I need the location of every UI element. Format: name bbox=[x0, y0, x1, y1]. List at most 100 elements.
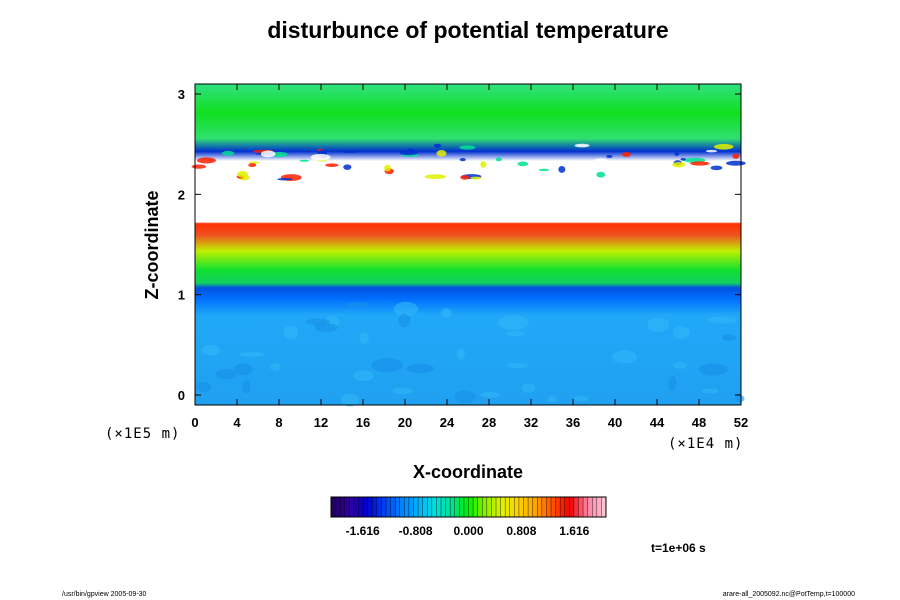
plot-frame bbox=[194, 83, 742, 406]
turbulence-streak bbox=[221, 150, 235, 156]
x-tick-label: 20 bbox=[398, 415, 412, 430]
turbulence-streak bbox=[480, 161, 487, 168]
field-background bbox=[195, 84, 741, 405]
colorbar-cell bbox=[573, 497, 579, 517]
colorbar-cell bbox=[564, 497, 570, 517]
x-tick-label: 32 bbox=[524, 415, 538, 430]
colorbar-cell bbox=[376, 497, 382, 517]
eddy bbox=[548, 396, 557, 403]
y-scale-label: (×1E5 m) bbox=[105, 426, 180, 442]
colorbar-cell bbox=[431, 497, 437, 517]
eddy bbox=[283, 325, 299, 340]
eddy bbox=[216, 369, 236, 380]
eddy bbox=[456, 348, 466, 360]
turbulence-streak bbox=[495, 157, 502, 162]
colorbar-cell bbox=[578, 497, 584, 517]
eddy bbox=[497, 315, 529, 331]
colorbar-cell bbox=[404, 497, 410, 517]
colorbar-cell bbox=[583, 497, 588, 517]
eddy bbox=[701, 388, 719, 394]
turbulence-streak bbox=[459, 157, 466, 162]
colorbar-cell bbox=[477, 497, 483, 517]
turbulence-streak bbox=[713, 143, 734, 150]
colorbar-cell bbox=[390, 497, 396, 517]
turbulence-streak bbox=[596, 171, 606, 178]
colorbar-cell bbox=[587, 497, 593, 517]
turbulence-streak bbox=[558, 165, 566, 173]
turbulence-streak bbox=[606, 154, 613, 158]
eddy bbox=[668, 376, 677, 391]
turbulence-streak bbox=[325, 163, 339, 168]
turbulence-streak bbox=[460, 175, 470, 180]
eddy bbox=[371, 358, 403, 373]
colorbar-cell bbox=[381, 497, 387, 517]
y-tick-label: 2 bbox=[178, 187, 185, 202]
eddy bbox=[505, 331, 526, 337]
turbulence-streak bbox=[690, 161, 710, 166]
field-bands bbox=[191, 143, 746, 407]
colorbar-cell bbox=[399, 497, 405, 517]
turbulence-streak bbox=[710, 165, 723, 171]
eddy bbox=[673, 361, 687, 369]
eddy bbox=[480, 391, 500, 398]
colorbar-tick-label: 0.808 bbox=[506, 524, 536, 538]
eddy bbox=[647, 317, 670, 333]
eddy bbox=[238, 352, 265, 357]
turbulence-streak bbox=[407, 148, 415, 153]
time-label: t=1e+06 s bbox=[651, 541, 706, 555]
x-tick-label: 16 bbox=[356, 415, 370, 430]
turbulence-streak bbox=[248, 163, 257, 168]
turbulence-streak bbox=[594, 158, 608, 164]
turbulence-streak bbox=[399, 150, 418, 156]
turbulence-streak bbox=[621, 151, 631, 157]
x-axis-label: X-coordinate bbox=[413, 462, 523, 482]
eddy bbox=[441, 308, 452, 319]
colorbar-cell bbox=[546, 497, 552, 517]
colorbar-cell bbox=[335, 497, 341, 517]
x-scale-label: (×1E4 m) bbox=[668, 436, 743, 452]
eddy bbox=[340, 393, 360, 407]
turbulence-streak bbox=[646, 161, 659, 166]
turbulence-streak bbox=[672, 161, 686, 168]
x-tick-label: 8 bbox=[275, 415, 282, 430]
turbulence-streak bbox=[343, 164, 352, 171]
colorbar-cell bbox=[372, 497, 378, 517]
colorbar-cell bbox=[509, 497, 515, 517]
turbulence-streak bbox=[436, 150, 447, 157]
colorbar-cell bbox=[514, 497, 520, 517]
colorbar-frame bbox=[330, 496, 607, 518]
colorbar-tick-label: -0.808 bbox=[399, 524, 433, 538]
colorbar-cell bbox=[473, 497, 478, 517]
eddy bbox=[707, 316, 738, 324]
x-tick-label: 4 bbox=[233, 415, 241, 430]
eddy bbox=[735, 395, 745, 402]
eddy bbox=[393, 301, 419, 317]
colorbar-cell bbox=[500, 497, 506, 517]
turbulence-streak bbox=[196, 157, 216, 164]
colorbar-cell bbox=[445, 497, 451, 517]
x-tick-label: 0 bbox=[191, 415, 198, 430]
y-ticks: 0 1 2 3 bbox=[178, 87, 741, 403]
colorbar-cell bbox=[454, 497, 460, 517]
colorbar-cell bbox=[331, 497, 336, 517]
colorbar-cell bbox=[353, 497, 359, 517]
y-tick-label: 0 bbox=[178, 388, 185, 403]
colorbar-cell bbox=[459, 497, 465, 517]
turbulence-streak bbox=[342, 150, 359, 154]
colorbar-cell bbox=[601, 497, 607, 517]
x-tick-label: 12 bbox=[314, 415, 328, 430]
colorbar-cell bbox=[468, 497, 474, 517]
turbulence-streak bbox=[732, 153, 740, 159]
colorbar-cell bbox=[367, 497, 373, 517]
turbulence-streak bbox=[492, 176, 503, 181]
turbulence-streak bbox=[277, 178, 293, 181]
colorbar-cell bbox=[363, 497, 368, 517]
eddy bbox=[195, 381, 211, 392]
turbulence-streak bbox=[459, 145, 476, 150]
eddy bbox=[505, 362, 529, 368]
colorbar-tick-label: -1.616 bbox=[346, 524, 380, 538]
colorbar-tick-label: 0.000 bbox=[453, 524, 483, 538]
colorbar-ticks: -1.616 -0.808 0.000 0.808 1.616 bbox=[346, 524, 590, 538]
